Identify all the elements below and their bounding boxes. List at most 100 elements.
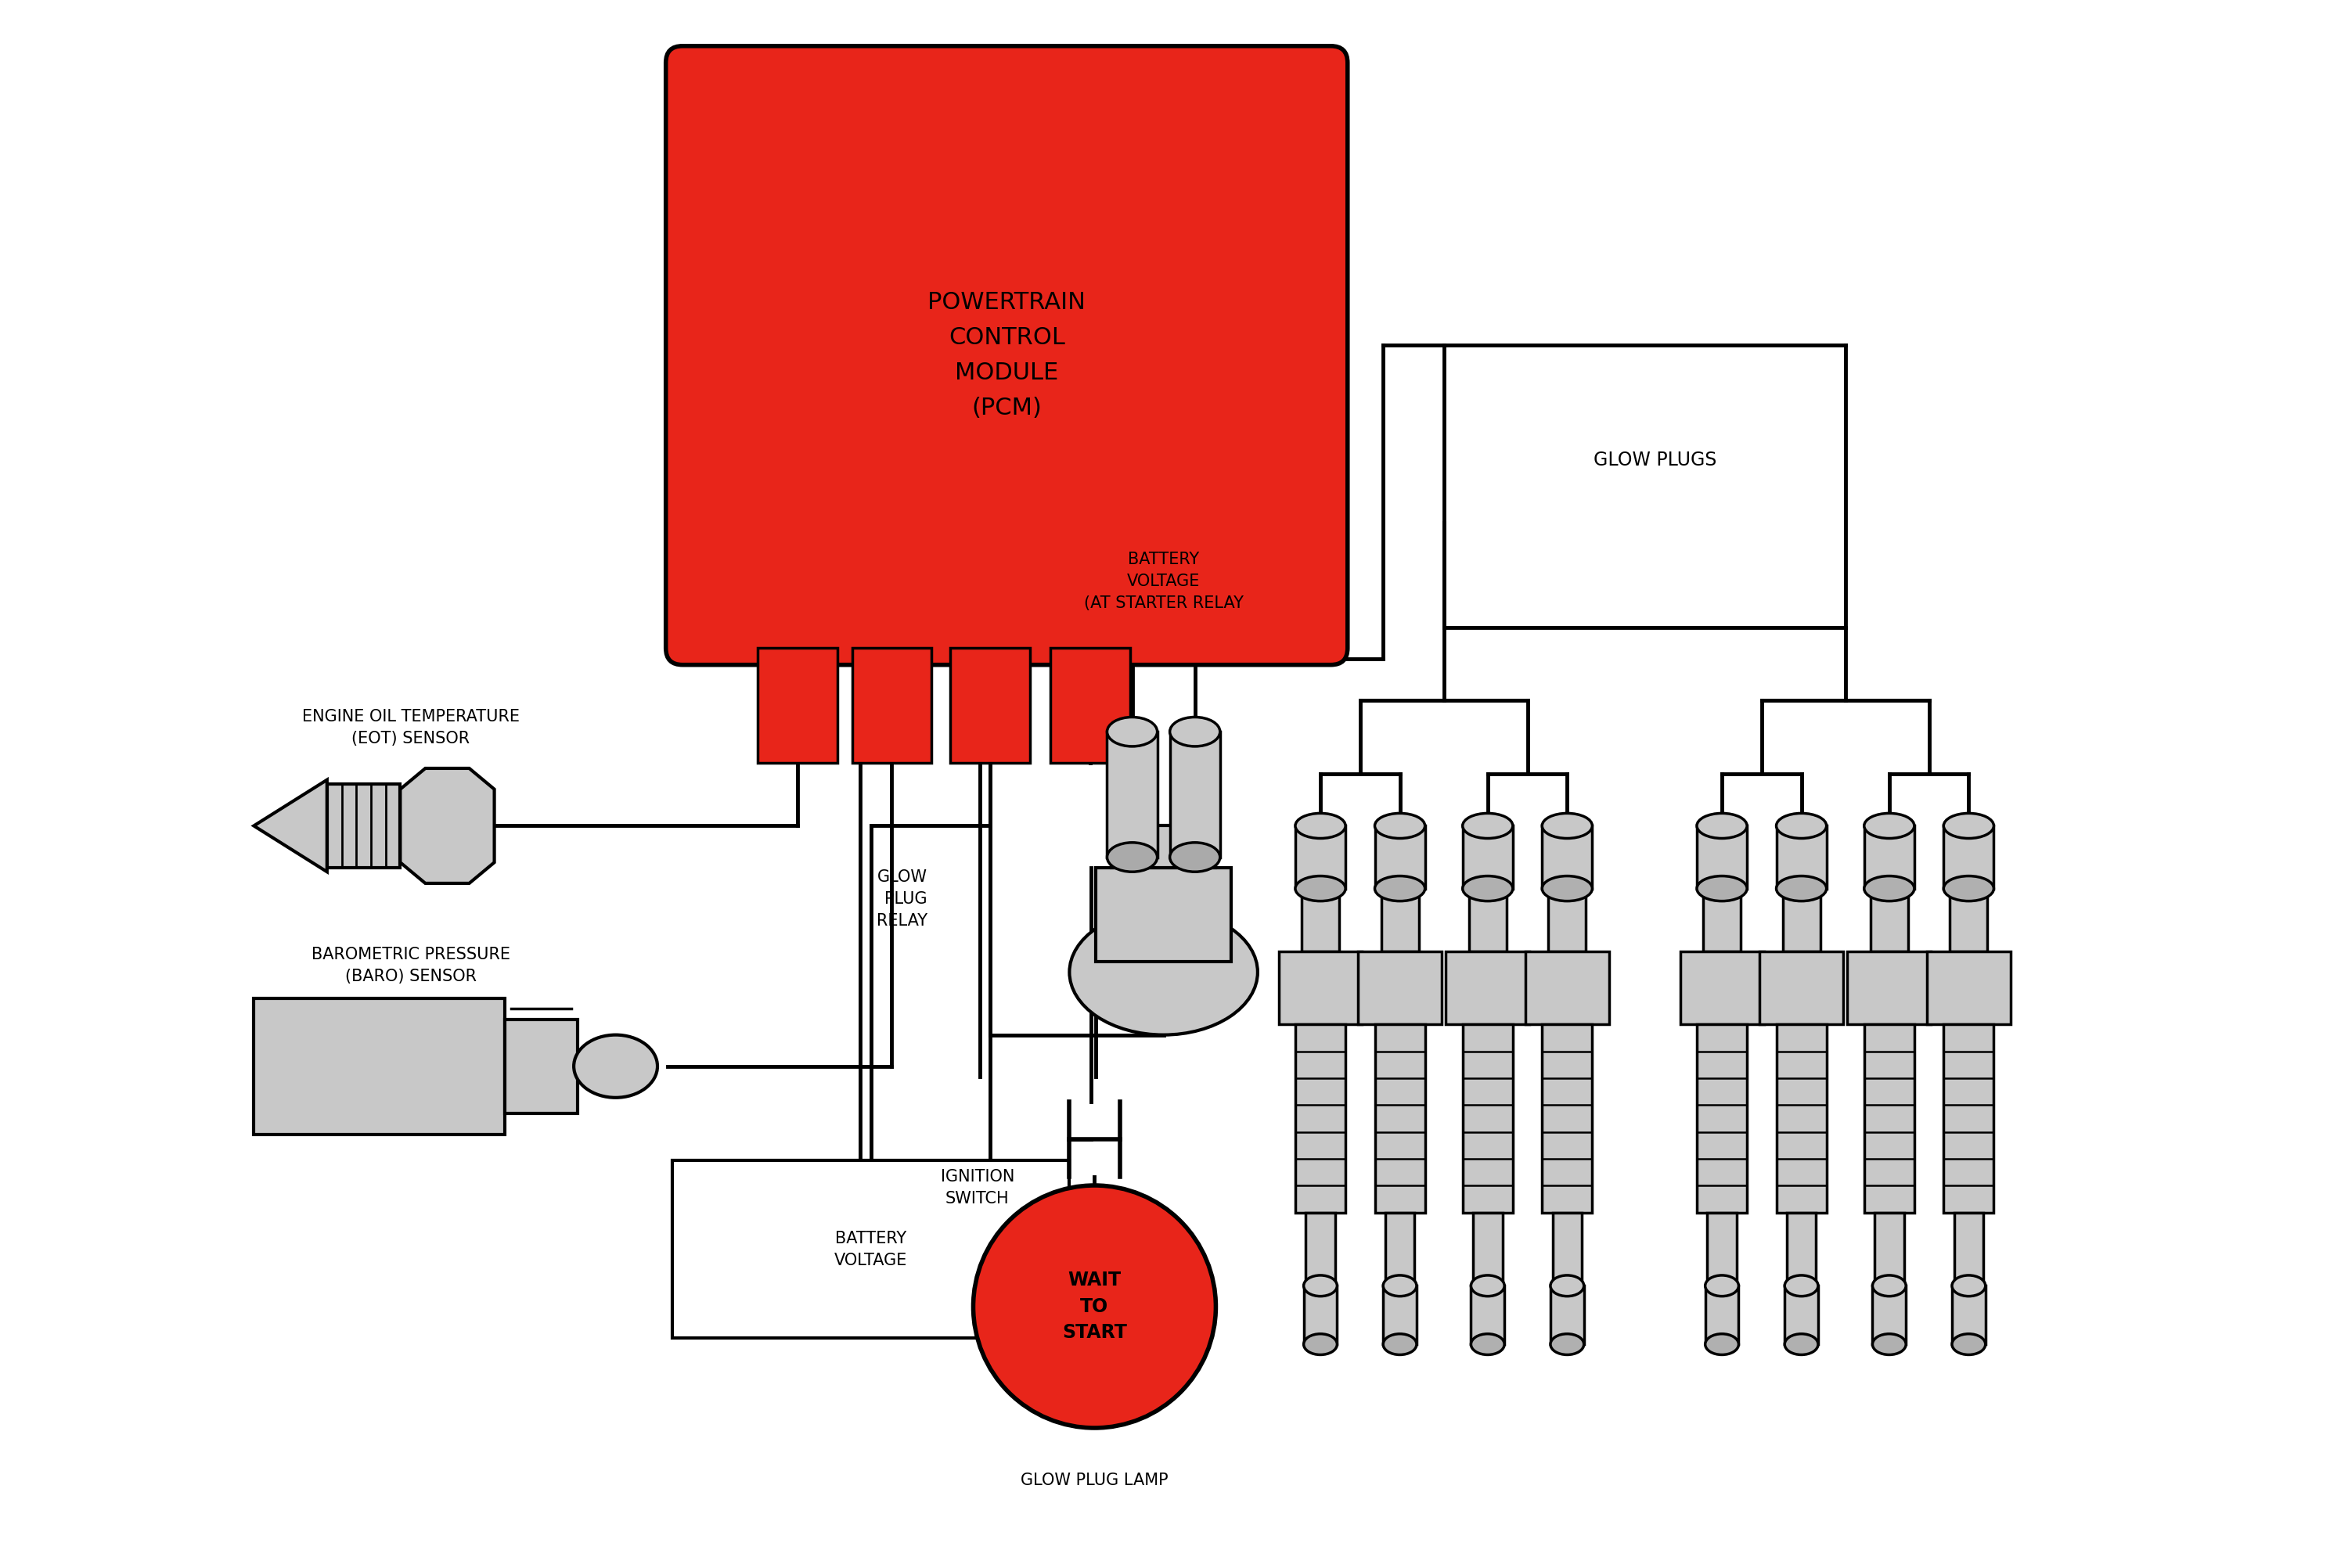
Ellipse shape [1705, 1334, 1738, 1355]
Bar [326, 784, 399, 867]
Ellipse shape [1864, 814, 1914, 839]
Bar [1759, 952, 1843, 1024]
Bar [1526, 952, 1608, 1024]
Bar [1944, 1024, 1993, 1212]
Ellipse shape [1864, 877, 1914, 902]
Ellipse shape [1470, 1275, 1505, 1297]
Ellipse shape [1784, 1275, 1817, 1297]
Polygon shape [254, 779, 326, 872]
Bar [1949, 889, 1986, 952]
Ellipse shape [1550, 1275, 1585, 1297]
Bar [1472, 1212, 1503, 1286]
Bar [1552, 1212, 1583, 1286]
Bar [1707, 1212, 1738, 1286]
Bar [505, 1019, 578, 1113]
Bar [1871, 889, 1909, 952]
Bar [1303, 1286, 1336, 1344]
Ellipse shape [1871, 1334, 1907, 1355]
Bar [1864, 826, 1914, 889]
Ellipse shape [1951, 1275, 1986, 1297]
Polygon shape [399, 768, 495, 883]
Bar [1784, 1286, 1817, 1344]
Bar [1864, 1024, 1914, 1212]
Ellipse shape [1470, 1334, 1505, 1355]
Text: IGNITION
SWITCH: IGNITION SWITCH [942, 1168, 1014, 1206]
Ellipse shape [1106, 842, 1158, 872]
Bar [1550, 1286, 1585, 1344]
Bar [1446, 952, 1529, 1024]
Bar [1385, 1212, 1413, 1286]
Ellipse shape [1383, 1275, 1416, 1297]
Ellipse shape [1944, 877, 1993, 902]
Bar [1705, 1286, 1738, 1344]
Bar [1944, 826, 1993, 889]
Ellipse shape [1951, 1334, 1986, 1355]
Bar [1383, 1286, 1416, 1344]
Text: BATTERY
VOLTAGE
(AT STARTER RELAY: BATTERY VOLTAGE (AT STARTER RELAY [1085, 552, 1244, 612]
Ellipse shape [1550, 1334, 1585, 1355]
Ellipse shape [1698, 814, 1747, 839]
Bar [1376, 826, 1425, 889]
Bar [1280, 952, 1362, 1024]
Ellipse shape [1106, 717, 1158, 746]
Bar [1301, 889, 1338, 952]
Bar [1702, 889, 1740, 952]
Bar [1698, 1024, 1747, 1212]
Bar [1357, 952, 1442, 1024]
Bar [1951, 1286, 1986, 1344]
Text: GLOW PLUGS: GLOW PLUGS [1594, 450, 1716, 469]
Ellipse shape [1376, 814, 1425, 839]
Bar [1305, 1212, 1336, 1286]
Ellipse shape [1784, 1334, 1817, 1355]
Bar [1777, 1024, 1827, 1212]
Ellipse shape [1463, 877, 1512, 902]
Text: BATTERY
VOLTAGE: BATTERY VOLTAGE [834, 1231, 906, 1269]
Bar [1376, 1024, 1425, 1212]
Bar [951, 648, 1031, 764]
Bar [758, 648, 838, 764]
Ellipse shape [1169, 717, 1221, 746]
Bar [1874, 1212, 1904, 1286]
Bar [1543, 826, 1592, 889]
Ellipse shape [1383, 1334, 1416, 1355]
Bar [852, 648, 932, 764]
Text: GLOW
PLUG
RELAY: GLOW PLUG RELAY [876, 869, 927, 928]
Bar [1169, 732, 1221, 858]
Ellipse shape [1169, 842, 1221, 872]
Text: POWERTRAIN
CONTROL
MODULE
(PCM): POWERTRAIN CONTROL MODULE (PCM) [927, 292, 1085, 420]
Circle shape [972, 1185, 1216, 1428]
Ellipse shape [1303, 1275, 1336, 1297]
Text: ENGINE OIL TEMPERATURE
(EOT) SENSOR: ENGINE OIL TEMPERATURE (EOT) SENSOR [303, 709, 519, 746]
Text: BAROMETRIC PRESSURE
(BARO) SENSOR: BAROMETRIC PRESSURE (BARO) SENSOR [312, 947, 510, 985]
Text: GLOW PLUG LAMP: GLOW PLUG LAMP [1021, 1472, 1169, 1488]
Bar [1871, 1286, 1907, 1344]
Bar [672, 1160, 1068, 1338]
Bar [254, 999, 505, 1134]
Bar [1050, 648, 1129, 764]
Bar [1463, 1024, 1512, 1212]
Bar [1296, 1024, 1345, 1212]
Ellipse shape [1705, 1275, 1738, 1297]
Ellipse shape [1543, 814, 1592, 839]
Ellipse shape [1871, 1275, 1907, 1297]
Bar [1848, 952, 1930, 1024]
Ellipse shape [1296, 814, 1345, 839]
Bar [1928, 952, 2010, 1024]
Bar [1106, 732, 1158, 858]
Bar [1463, 826, 1512, 889]
Ellipse shape [1777, 814, 1827, 839]
Bar [1470, 889, 1507, 952]
Bar [1111, 826, 1216, 867]
Ellipse shape [1698, 877, 1747, 902]
Ellipse shape [573, 1035, 657, 1098]
Ellipse shape [1296, 877, 1345, 902]
Ellipse shape [1376, 877, 1425, 902]
Bar [1777, 826, 1827, 889]
Bar [1296, 826, 1345, 889]
Bar [1698, 826, 1747, 889]
Ellipse shape [1777, 877, 1827, 902]
Bar [1381, 889, 1418, 952]
Ellipse shape [1463, 814, 1512, 839]
Bar [1543, 1024, 1592, 1212]
Bar [1954, 1212, 1984, 1286]
